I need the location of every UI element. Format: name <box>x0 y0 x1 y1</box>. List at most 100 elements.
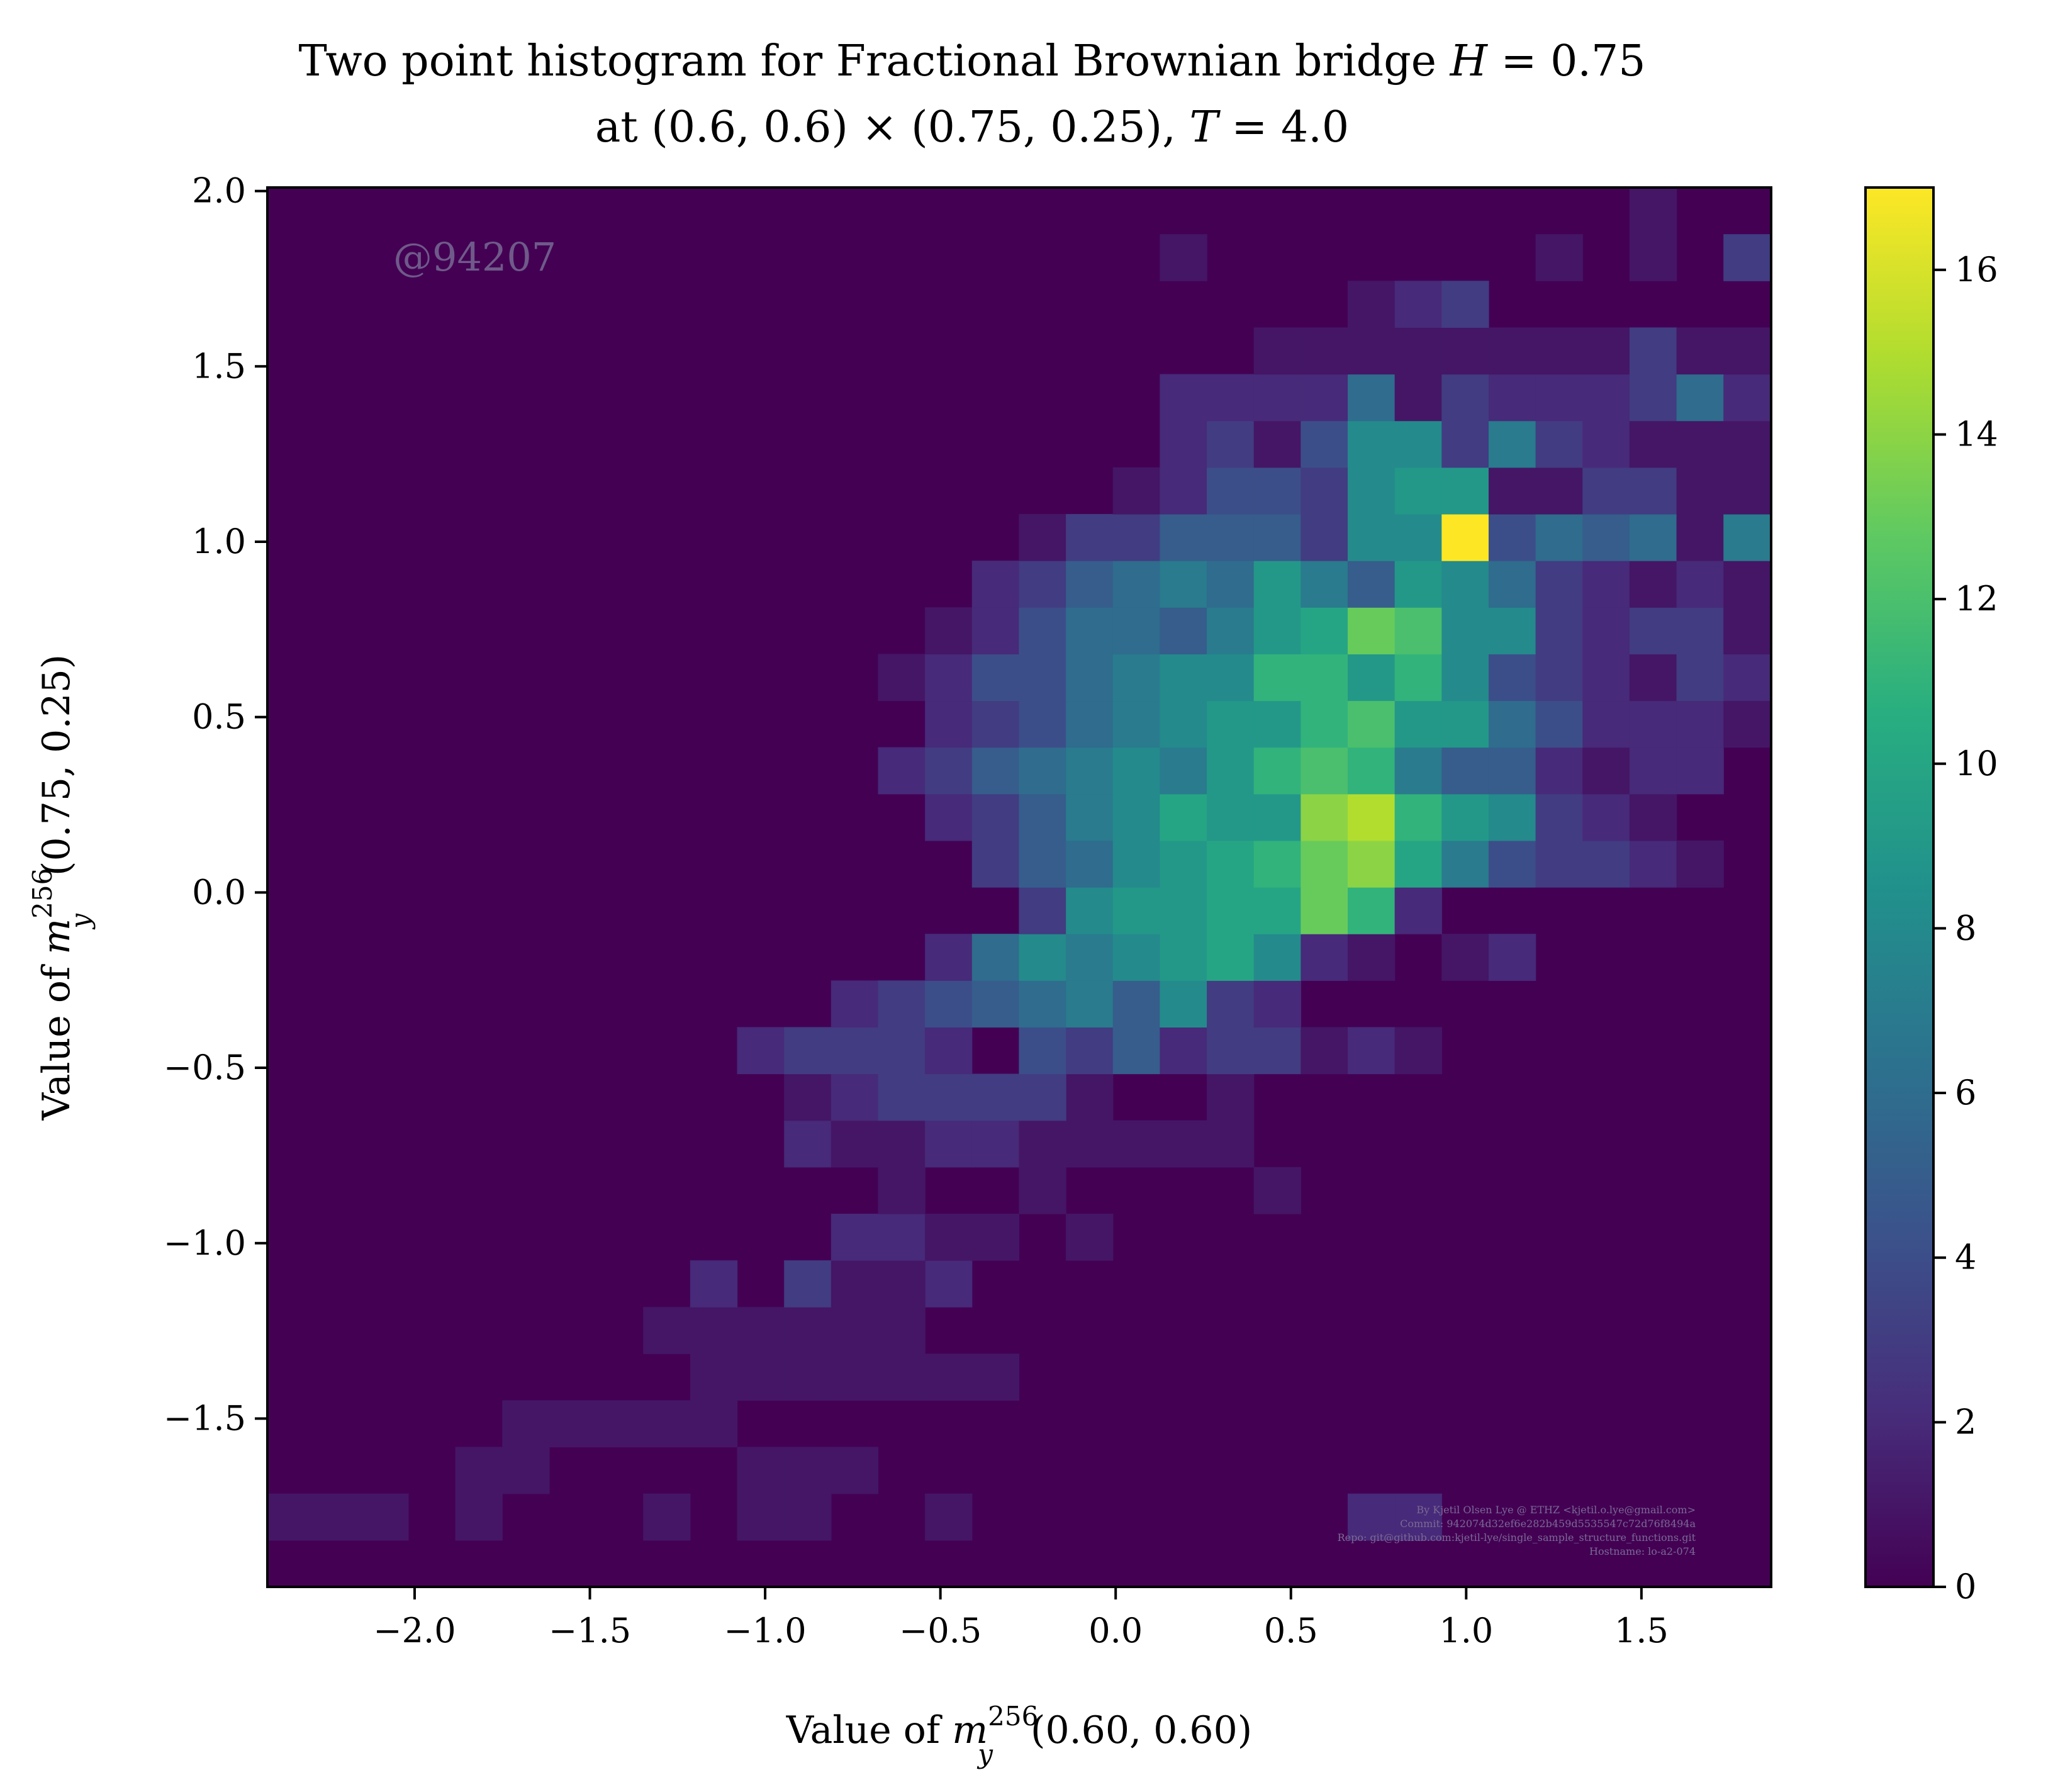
heatmap-cell <box>1629 234 1677 281</box>
heatmap-cell <box>1112 607 1161 654</box>
heatmap-cell <box>455 1447 503 1494</box>
heatmap-cell <box>1253 793 1301 841</box>
heatmap-cell <box>1301 793 1348 841</box>
heatmap-cell <box>1112 1120 1161 1168</box>
heatmap-cell <box>1348 1493 1396 1541</box>
heatmap-cell <box>1535 467 1583 515</box>
heatmap-cell <box>1019 887 1066 934</box>
heatmap-cell <box>831 1260 879 1308</box>
heatmap-cell <box>1301 513 1348 561</box>
heatmap-cell <box>878 1120 926 1168</box>
heatmap-cell <box>1253 1167 1301 1214</box>
heatmap-cell <box>1112 887 1161 934</box>
heatmap-cell <box>1253 561 1301 608</box>
colorbar-tick-label: 8 <box>1955 908 1976 948</box>
heatmap-cell <box>1253 840 1301 888</box>
heatmap-cell <box>1253 747 1301 795</box>
heatmap-cell <box>1676 607 1724 654</box>
heatmap-cell <box>1394 467 1442 515</box>
heatmap-cell <box>878 1307 926 1354</box>
colorbar-tick-label: 4 <box>1955 1238 1976 1277</box>
heatmap-cell <box>1112 793 1161 841</box>
heatmap-cell <box>1160 513 1207 561</box>
heatmap-cell <box>1019 607 1066 654</box>
heatmap-cell <box>1301 467 1348 515</box>
heatmap-cell <box>1723 420 1771 468</box>
heatmap-cell <box>1441 747 1489 795</box>
heatmap-cell <box>1066 793 1114 841</box>
heatmap-cell <box>1441 700 1489 748</box>
heatmap-cell <box>1207 1027 1255 1075</box>
heatmap-cell <box>643 1307 691 1354</box>
heatmap-cell <box>1253 513 1301 561</box>
heatmap-cell <box>1207 887 1255 934</box>
heatmap-cell <box>1207 374 1255 422</box>
heatmap-cell <box>971 793 1020 841</box>
heatmap-cell <box>1160 654 1207 702</box>
heatmap-cell <box>971 607 1020 654</box>
heatmap-cell <box>1253 1027 1301 1075</box>
heatmap-cell <box>690 1400 738 1448</box>
y-tick-label: 2.0 <box>192 171 246 211</box>
heatmap-cell <box>1066 561 1114 608</box>
heatmap-cell <box>643 1400 691 1448</box>
heatmap-cell <box>1348 654 1396 702</box>
heatmap-cell <box>1535 700 1583 748</box>
heatmap-cell <box>1066 513 1114 561</box>
heatmap-cell <box>1582 607 1630 654</box>
heatmap-cell <box>784 1120 832 1168</box>
y-tick-label: 0.5 <box>192 697 246 737</box>
heatmap-cell <box>784 1353 832 1401</box>
heatmap-cell <box>455 1493 503 1541</box>
heatmap-cell <box>1207 467 1255 515</box>
heatmap-cell <box>784 1493 832 1541</box>
heatmap-cell <box>1394 700 1442 748</box>
heatmap-cell <box>1676 513 1724 561</box>
heatmap-cell <box>1488 420 1536 468</box>
heatmap-cell <box>1348 887 1396 934</box>
heatmap-cell <box>502 1400 550 1448</box>
heatmap-cell <box>1441 467 1489 515</box>
heatmap-cell <box>1160 747 1207 795</box>
heatmap-cell <box>1676 561 1724 608</box>
heatmap-cell <box>1582 840 1630 888</box>
heatmap-cell <box>643 1493 691 1541</box>
heatmap-cell <box>925 654 973 702</box>
heatmap-cell <box>1253 420 1301 468</box>
heatmap-cell <box>878 1213 926 1261</box>
credits-block: By Kjetil Olsen Lye @ ETHZ <kjetil.o.lye… <box>1338 1504 1696 1557</box>
heatmap-cell <box>971 747 1020 795</box>
heatmap-cell <box>1019 840 1066 888</box>
chart-title-line-1: Two point histogram for Fractional Brown… <box>298 36 1645 86</box>
heatmap-cell <box>1488 607 1536 654</box>
colorbar-tick-label: 2 <box>1955 1402 1976 1442</box>
heatmap-cell <box>737 1493 785 1541</box>
heatmap-cell <box>1066 747 1114 795</box>
heatmap-cell <box>971 654 1020 702</box>
heatmap-cell <box>1582 467 1630 515</box>
heatmap-cell <box>1394 513 1442 561</box>
heatmap-cell <box>1394 374 1442 422</box>
heatmap-cell <box>971 1353 1020 1401</box>
heatmap-cell <box>971 934 1020 981</box>
heatmap-cell <box>1629 467 1677 515</box>
y-axis-ticks: −1.5 −1.0 −0.5 0.0 0.5 1.0 1.5 2.0 <box>164 171 267 1438</box>
heatmap-cell <box>1488 840 1536 888</box>
heatmap-cell <box>1394 887 1442 934</box>
heatmap-cell <box>831 1307 879 1354</box>
heatmap-cell <box>1207 654 1255 702</box>
heatmap-cell <box>1582 700 1630 748</box>
heatmap-cell <box>1207 607 1255 654</box>
heatmap-cell <box>1676 654 1724 702</box>
heatmap-cell <box>1676 420 1724 468</box>
heatmap-cell <box>1160 467 1207 515</box>
heatmap-cell <box>1441 934 1489 981</box>
heatmap-cell <box>1629 840 1677 888</box>
heatmap-cell <box>1488 934 1536 981</box>
heatmap-cell <box>1301 1027 1348 1075</box>
heatmap-cell <box>1582 374 1630 422</box>
heatmap-cell <box>1629 793 1677 841</box>
x-tick-label: 0.0 <box>1088 1611 1143 1650</box>
heatmap-cell <box>1301 934 1348 981</box>
